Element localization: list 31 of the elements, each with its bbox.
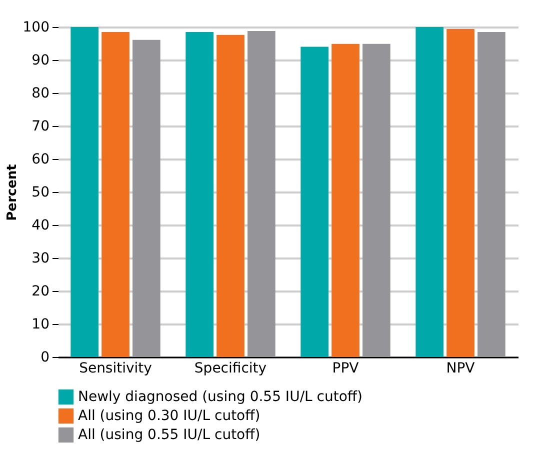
bar <box>132 40 160 357</box>
y-tick-label: 50 <box>32 184 50 200</box>
y-tick-label: 30 <box>32 250 50 266</box>
bar <box>186 32 214 357</box>
y-tick-label: 100 <box>22 20 50 36</box>
bar <box>446 28 474 357</box>
y-tick-label: 70 <box>32 118 50 134</box>
bar <box>216 34 244 357</box>
x-tick-label: Specificity <box>194 360 267 376</box>
y-tick-label: 90 <box>32 52 50 68</box>
y-axis-title: Percent <box>4 164 20 221</box>
bar <box>102 32 130 357</box>
x-tick-label: NPV <box>446 360 476 376</box>
y-tick-label: 40 <box>32 218 50 234</box>
legend-label: Newly diagnosed (using 0.55 IU/L cutoff) <box>78 389 363 405</box>
bar <box>332 44 360 357</box>
bar <box>362 44 390 357</box>
y-tick-label: 20 <box>32 284 50 300</box>
legend-label: All (using 0.55 IU/L cutoff) <box>78 427 260 443</box>
y-tick-label: 80 <box>32 86 50 102</box>
y-tick-label: 10 <box>32 316 50 332</box>
bar <box>416 27 444 357</box>
bar <box>248 30 276 357</box>
y-tick-label: 60 <box>32 152 50 168</box>
y-tick-label: 0 <box>40 350 50 366</box>
x-tick-label: PPV <box>332 360 360 376</box>
bar <box>70 27 98 357</box>
x-tick-label: Sensitivity <box>79 360 152 376</box>
bar <box>300 46 328 357</box>
legend-label: All (using 0.30 IU/L cutoff) <box>78 408 260 424</box>
bar <box>478 32 506 357</box>
